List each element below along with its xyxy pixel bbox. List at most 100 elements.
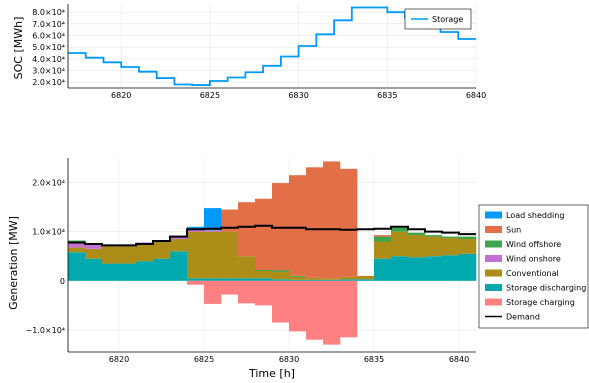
- soc-y-tick-label: 5.0×10⁴: [32, 43, 65, 52]
- soc-legend: Storage: [404, 8, 472, 30]
- soc-x-tick-label: 6830: [288, 91, 308, 100]
- bar-storage-charging: [289, 280, 307, 332]
- bar-wind-onshore: [85, 244, 103, 249]
- bar-conventional: [340, 276, 358, 280]
- bar-storage-discharging: [238, 278, 256, 281]
- bar-storage-charging: [306, 280, 324, 340]
- bar-wind-offshore: [272, 270, 290, 272]
- bar-storage-charging: [238, 280, 256, 304]
- bar-storage-discharging: [306, 279, 324, 281]
- legend-label-wind-offshore: Wind offshore: [506, 240, 561, 249]
- gen-x-axis-label: Time [h]: [248, 367, 295, 380]
- bar-storage-discharging: [170, 251, 188, 281]
- legend-label-storage-discharging: Storage discharging: [506, 284, 586, 293]
- bar-load-shedding: [187, 226, 205, 230]
- legend-label-storage-charging: Storage charging: [506, 298, 575, 307]
- soc-y-ticks: 2.0×10⁴ 3.0×10⁴ 4.0×10⁴ 5.0×10⁴ 6.0×10⁴ 7.0×1…: [32, 8, 65, 87]
- bar-conventional: [85, 248, 103, 259]
- gen-x-tick-label: 6840: [449, 355, 469, 364]
- bar-conventional: [221, 231, 239, 279]
- demand-line: [68, 224, 476, 247]
- gen-x-tick-label: 6835: [364, 355, 384, 364]
- bar-sun: [340, 168, 358, 277]
- bar-sun: [289, 175, 307, 276]
- soc-x-tick-label: 6840: [466, 91, 486, 100]
- bar-wind-offshore: [408, 232, 426, 236]
- bar-conventional: [408, 235, 426, 258]
- bar-conventional: [391, 231, 409, 257]
- gen-y-tick-label: 0: [60, 277, 65, 286]
- bar-conventional: [323, 278, 341, 280]
- soc-legend-label: Storage: [432, 15, 463, 24]
- soc-y-tick-label: 8.0×10⁴: [32, 8, 65, 17]
- bar-wind-offshore: [289, 275, 307, 277]
- bar-storage-discharging: [85, 258, 103, 281]
- bar-storage-charging: [221, 280, 239, 295]
- soc-legend-box: [404, 8, 472, 30]
- bar-storage-discharging: [204, 278, 222, 281]
- bar-storage-charging: [187, 280, 205, 285]
- soc-y-tick-label: 6.0×10⁴: [32, 32, 65, 41]
- gen-legend: Load shedding Sun Wind offshore Wind onshor…: [478, 204, 589, 329]
- gen-x-tick-label: 6830: [279, 355, 299, 364]
- bar-storage-discharging: [442, 255, 460, 281]
- bar-storage-discharging: [374, 258, 392, 281]
- bar-conventional: [357, 275, 375, 280]
- soc-chart: 2.0×10⁴ 3.0×10⁴ 4.0×10⁴ 5.0×10⁴ 6.0×10⁴ 7.0×1…: [12, 4, 486, 100]
- bar-sun: [374, 235, 392, 237]
- soc-y-tick-label: 3.0×10⁴: [32, 67, 65, 76]
- legend-swatch-storage-charging: [485, 298, 502, 306]
- bar-storage-discharging: [289, 279, 307, 281]
- bar-storage-discharging: [408, 257, 426, 281]
- bar-conventional: [204, 231, 222, 279]
- soc-y-tick-label: 7.0×10⁴: [32, 20, 65, 29]
- legend-label-wind-onshore: Wind onshore: [506, 255, 561, 264]
- bar-conventional: [425, 236, 443, 257]
- legend-swatch-sun: [485, 226, 502, 233]
- gen-y-tick-label: 1.0×10⁴: [32, 228, 65, 237]
- legend-swatch-wind-offshore: [485, 240, 502, 248]
- bar-storage-discharging: [187, 278, 205, 281]
- bar-wind-offshore: [374, 236, 392, 242]
- soc-y-tick-label: 2.0×10⁴: [32, 78, 65, 87]
- bar-conventional: [374, 241, 392, 259]
- legend-label-conventional: Conventional: [506, 269, 559, 278]
- gen-y-axis-label: Generation [MW]: [7, 216, 20, 310]
- bar-conventional: [136, 243, 154, 262]
- bar-sun: [255, 198, 273, 270]
- legend-swatch-load-shedding: [485, 211, 502, 219]
- soc-x-tick-label: 6835: [377, 91, 397, 100]
- bar-conventional: [119, 246, 137, 264]
- bar-wind-onshore: [68, 241, 86, 248]
- bar-conventional: [153, 241, 171, 259]
- generation-chart: −1.0×10⁴ 0 1.0×10⁴ 2.0×10⁴ 6820 6825 6830 6835…: [7, 158, 589, 380]
- bar-wind-offshore: [255, 269, 273, 271]
- bar-storage-discharging: [153, 258, 171, 281]
- bar-storage-discharging: [425, 256, 443, 281]
- bar-conventional: [272, 271, 290, 280]
- legend-swatch-storage-discharging: [485, 284, 502, 291]
- bar-storage-discharging: [357, 279, 375, 281]
- bar-sun: [221, 209, 239, 232]
- bar-storage-discharging: [68, 252, 86, 281]
- bar-storage-discharging: [459, 253, 477, 281]
- bar-storage-charging: [323, 280, 341, 345]
- soc-x-ticks: 6820 6825 6830 6835 6840: [111, 91, 486, 100]
- soc-y-axis-label: SOC [MWh]: [12, 17, 25, 80]
- bar-wind-offshore: [68, 240, 86, 242]
- bar-conventional: [187, 231, 205, 279]
- bar-load-shedding: [204, 208, 222, 231]
- bar-sun: [238, 202, 256, 257]
- bar-storage-discharging: [340, 279, 358, 281]
- legend-swatch-conventional: [485, 269, 502, 277]
- bar-conventional: [306, 277, 324, 280]
- bar-storage-charging: [272, 280, 290, 323]
- bar-storage-charging: [340, 280, 358, 338]
- gen-y-ticks: −1.0×10⁴ 0 1.0×10⁴ 2.0×10⁴: [25, 179, 65, 335]
- gen-x-tick-label: 6820: [109, 355, 129, 364]
- bar-sun: [323, 161, 341, 279]
- bar-storage-discharging: [221, 278, 239, 281]
- bar-conventional: [459, 239, 477, 254]
- bar-conventional: [289, 276, 307, 280]
